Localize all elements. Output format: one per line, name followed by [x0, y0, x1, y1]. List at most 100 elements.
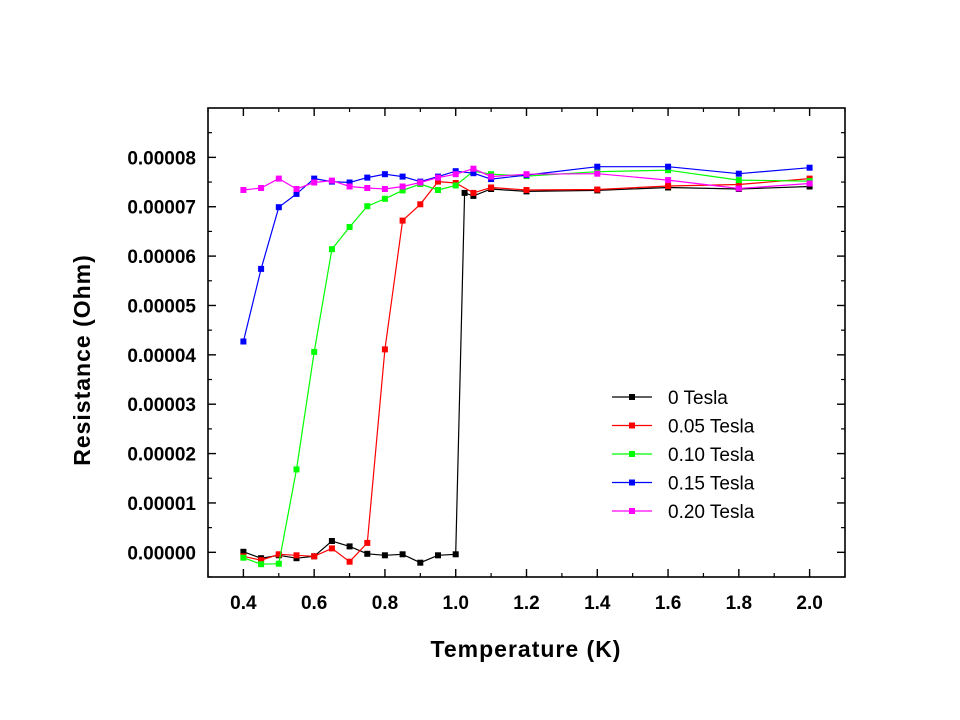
x-tick-label: 0.4 [230, 593, 257, 614]
legend-marker [629, 479, 635, 486]
x-tick-label: 1.6 [655, 593, 681, 614]
y-tick-label: 0.00007 [127, 198, 196, 219]
data-point [328, 246, 335, 253]
data-point [381, 171, 388, 178]
data-point [461, 189, 468, 196]
data-point [328, 177, 335, 184]
y-tick-label: 0.00003 [127, 395, 196, 416]
data-point [293, 190, 300, 197]
y-tick-labels: 0.00000 0.00001 0.00002 0.00003 0.00004 0.000… [127, 148, 196, 564]
data-point [240, 554, 247, 561]
legend-item: 0 Tesla [612, 388, 728, 409]
data-point [488, 173, 495, 180]
data-point [665, 177, 672, 184]
legend-label: 0.05 Tesla [668, 417, 755, 438]
data-point [381, 552, 388, 559]
y-tick-label: 0.00008 [127, 148, 196, 169]
data-point [435, 178, 441, 185]
data-point [435, 187, 441, 193]
data-point [240, 187, 247, 193]
data-point [293, 552, 300, 559]
y-tick-label: 0.00002 [127, 445, 196, 466]
data-point [293, 186, 300, 192]
x-tick-labels: 0.4 0.6 0.8 1.0 1.2 1.4 1.6 1.8 2.0 [230, 593, 823, 614]
data-point [258, 561, 265, 568]
x-tick-label: 1.0 [443, 593, 469, 614]
x-tick-label: 1.8 [726, 593, 752, 614]
legend-marker [629, 394, 635, 400]
x-tick-label: 1.4 [584, 593, 611, 614]
data-point [488, 184, 495, 191]
data-point [311, 348, 318, 355]
data-point [381, 195, 388, 202]
data-point [328, 545, 335, 552]
legend-item: 0.10 Tesla [612, 445, 755, 466]
legend-marker [629, 422, 635, 429]
data-point [346, 224, 353, 230]
data-point [364, 203, 371, 210]
data-point [346, 543, 353, 550]
data-point [346, 179, 353, 186]
data-point [452, 182, 459, 189]
data-point [346, 183, 353, 190]
series-layer [240, 163, 813, 568]
data-point [275, 560, 282, 567]
data-point [435, 174, 441, 181]
data-point [399, 217, 406, 224]
data-point [735, 177, 742, 184]
data-point [311, 553, 318, 560]
data-point [806, 180, 813, 187]
data-point [665, 183, 672, 189]
data-point [399, 187, 406, 194]
data-point [735, 170, 742, 177]
data-point [364, 185, 371, 191]
data-point [381, 186, 388, 192]
data-point [665, 167, 672, 174]
data-point [417, 559, 424, 566]
data-point [240, 338, 247, 345]
data-point [364, 550, 371, 557]
legend-item: 0.20 Tesla [612, 502, 755, 523]
y-tick-label: 0.00005 [127, 296, 196, 317]
data-point [258, 557, 265, 564]
data-point [806, 164, 813, 171]
data-point [417, 179, 424, 186]
x-axis-title: Temperature (K) [431, 636, 622, 662]
legend-label: 0.10 Tesla [668, 445, 755, 466]
legend-label: 0.15 Tesla [668, 474, 755, 495]
legend-item: 0.05 Tesla [612, 417, 755, 438]
x-tick-label: 1.2 [513, 593, 539, 614]
x-tick-label: 0.8 [372, 593, 398, 614]
data-point [523, 187, 530, 193]
series-4 [240, 165, 813, 193]
data-point [470, 165, 477, 172]
data-point [364, 174, 371, 181]
legend-label: 0 Tesla [668, 388, 728, 409]
legend: 0 Tesla 0.05 Tesla 0.10 Tesla 0.15 Tesla 0.2… [612, 388, 755, 523]
y-tick-label: 0.00006 [127, 247, 196, 268]
data-point [470, 170, 477, 177]
data-point [735, 185, 742, 192]
y-tick-label: 0.00004 [127, 346, 196, 367]
y-tick-label: 0.00001 [127, 494, 196, 515]
data-point [311, 175, 318, 182]
data-point [594, 170, 601, 177]
legend-marker [629, 451, 635, 457]
data-point [328, 538, 335, 544]
y-tick-label: 0.00000 [127, 543, 196, 564]
data-point [240, 548, 247, 555]
data-point [594, 186, 601, 193]
data-point [275, 175, 282, 182]
x-tick-label: 2.0 [796, 593, 822, 614]
data-point [346, 558, 353, 565]
data-point [594, 163, 601, 170]
axis-ticks [207, 108, 846, 578]
data-point [665, 163, 672, 170]
data-point [735, 181, 742, 188]
data-point [452, 171, 459, 178]
data-point [275, 204, 282, 211]
data-point [381, 346, 388, 353]
legend-label: 0.20 Tesla [668, 502, 755, 523]
y-axis-title: Resistance (Ohm) [69, 254, 95, 466]
data-point [399, 183, 406, 190]
